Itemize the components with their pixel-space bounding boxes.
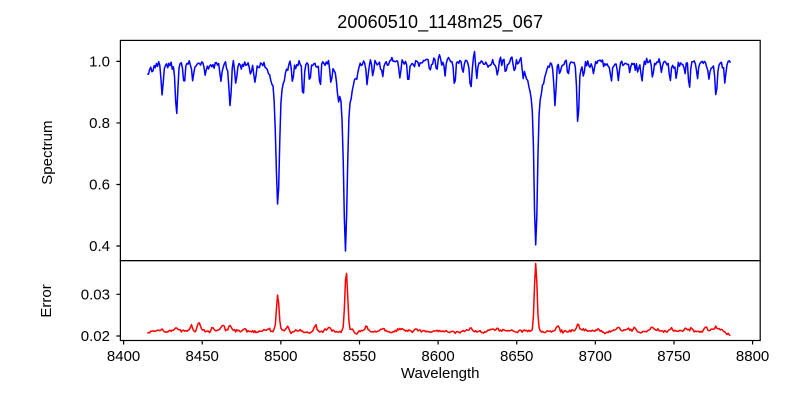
svg-text:0.03: 0.03 [81,287,110,304]
svg-text:Wavelength: Wavelength [401,365,480,382]
svg-text:Error: Error [38,284,55,317]
svg-text:1.0: 1.0 [89,54,110,71]
svg-text:20060510_1148m25_067: 20060510_1148m25_067 [337,12,543,33]
svg-text:8600: 8600 [421,348,454,365]
svg-text:8400: 8400 [107,348,140,365]
svg-text:8500: 8500 [264,348,297,365]
svg-text:0.4: 0.4 [89,238,110,255]
svg-text:Spectrum: Spectrum [39,120,56,184]
svg-text:8550: 8550 [343,348,376,365]
svg-text:0.6: 0.6 [89,177,110,194]
svg-text:0.02: 0.02 [81,328,110,345]
svg-text:0.8: 0.8 [89,115,110,132]
svg-text:8750: 8750 [657,348,690,365]
svg-text:8450: 8450 [186,348,219,365]
svg-text:8650: 8650 [500,348,533,365]
svg-text:8700: 8700 [579,348,612,365]
svg-text:8800: 8800 [736,348,769,365]
